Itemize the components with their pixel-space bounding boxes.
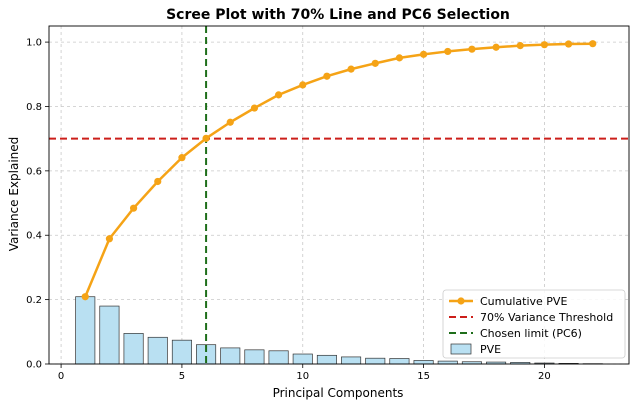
- cumulative-pve-line: [81, 40, 597, 301]
- chart-title: Scree Plot with 70% Line and PC6 Selecti…: [166, 7, 510, 23]
- cumulative-pve-point-pc15: [419, 50, 428, 58]
- pve-bar-pc1: [75, 296, 96, 365]
- cumulative-pve-point-pc8: [250, 104, 259, 112]
- cumulative-pve-point-pc7: [226, 118, 234, 126]
- axes: 0 5 10 15 20 0.0 0.2 0.4 0.6 0.8 1.0: [26, 25, 630, 382]
- y-axis-title: Variance Explained: [7, 137, 21, 252]
- x-axis-title: Principal Components: [273, 386, 404, 400]
- pve-bar-pc12: [341, 356, 362, 365]
- pve-bar-pc14: [389, 358, 410, 365]
- cumulative-pve-point-pc6: [202, 134, 210, 142]
- legend: Cumulative PVE 70% Variance Threshold Chos…: [442, 289, 626, 359]
- legend-label-3: PVE: [480, 343, 501, 356]
- pve-bar-pc5: [171, 339, 192, 365]
- x-tick-label-2: 10: [296, 371, 309, 382]
- legend-marker-cumulative-pve: [457, 297, 465, 305]
- pve-bar-pc10: [292, 353, 313, 365]
- pve-bar-pc8: [244, 349, 265, 365]
- legend-box: [442, 289, 626, 359]
- y-tick-label-3: 0.6: [26, 166, 42, 177]
- cumulative-pve-point-pc3: [129, 204, 138, 212]
- pve-bars: [75, 296, 603, 365]
- cumulative-pve-point-pc19: [516, 42, 524, 50]
- y-tick-label-4: 0.8: [26, 102, 42, 113]
- grid-lines: [49, 26, 629, 365]
- cumulative-pve-point-pc5: [178, 154, 186, 162]
- x-tick-label-4: 20: [538, 371, 551, 382]
- cumulative-pve-point-pc10: [299, 81, 307, 89]
- pve-bar-pc15: [413, 360, 434, 365]
- pve-bar-pc4: [147, 336, 168, 365]
- cumulative-pve-point-pc11: [323, 72, 331, 80]
- cumulative-pve-point-pc13: [371, 59, 379, 67]
- x-tick-label-1: 5: [179, 371, 185, 382]
- pve-bar-pc9: [268, 350, 289, 365]
- y-tick-label-2: 0.4: [26, 231, 42, 242]
- plot-frame: [48, 25, 630, 365]
- cumulative-pve-point-pc22: [589, 40, 597, 48]
- cumulative-pve-point-pc18: [492, 43, 500, 51]
- legend-label-2: Chosen limit (PC6): [480, 327, 582, 340]
- pve-bar-pc2: [99, 305, 120, 365]
- cumulative-pve-polyline: [84, 42, 593, 298]
- reference-lines: [49, 26, 629, 364]
- cumulative-pve-point-pc12: [347, 65, 355, 73]
- cumulative-pve-point-pc1: [81, 293, 89, 301]
- cumulative-pve-point-pc20: [540, 41, 549, 49]
- y-tick-label-1: 0.2: [26, 295, 42, 306]
- legend-handle-pve: [450, 343, 472, 355]
- cumulative-pve-point-pc14: [395, 54, 404, 62]
- cumulative-pve-point-pc9: [274, 91, 283, 99]
- cumulative-pve-point-pc21: [564, 40, 573, 48]
- legend-label-0: Cumulative PVE: [480, 295, 567, 308]
- x-tick-label-0: 0: [58, 371, 64, 382]
- legend-label-1: 70% Variance Threshold: [480, 311, 613, 324]
- cumulative-pve-point-pc2: [105, 235, 114, 243]
- x-tick-label-3: 15: [417, 371, 430, 382]
- y-tick-label-5: 1.0: [26, 38, 42, 49]
- pve-bar-pc3: [123, 333, 144, 365]
- pve-bar-pc11: [316, 354, 337, 365]
- y-tick-label-0: 0.0: [26, 360, 42, 371]
- cumulative-pve-point-pc17: [468, 45, 476, 53]
- pve-bar-pc7: [220, 347, 241, 365]
- cumulative-pve-point-pc4: [154, 177, 162, 186]
- cumulative-pve-point-pc16: [444, 47, 452, 56]
- pve-bar-pc13: [365, 357, 386, 365]
